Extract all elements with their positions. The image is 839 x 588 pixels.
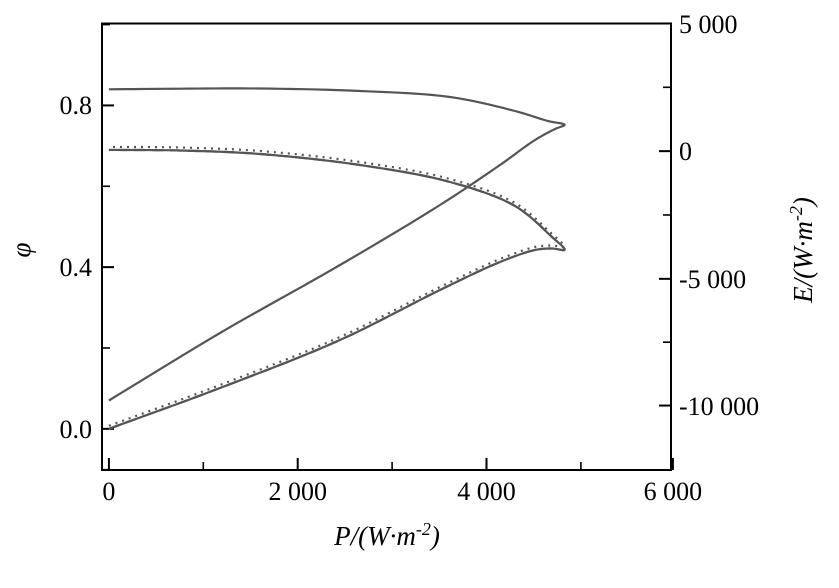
svg-text:0.4: 0.4 [60,253,93,282]
svg-text:4 000: 4 000 [457,477,516,506]
svg-text:0: 0 [102,477,115,506]
svg-text:0: 0 [679,137,692,166]
svg-text:-10 000: -10 000 [679,392,759,421]
svg-text:φ: φ [6,242,36,257]
svg-text:-5 000: -5 000 [679,265,746,294]
svg-text:0.8: 0.8 [60,91,93,120]
svg-text:2 000: 2 000 [268,477,327,506]
svg-text:6 000: 6 000 [644,477,703,506]
svg-text:5 000: 5 000 [679,10,738,39]
svg-text:0.0: 0.0 [60,415,93,444]
